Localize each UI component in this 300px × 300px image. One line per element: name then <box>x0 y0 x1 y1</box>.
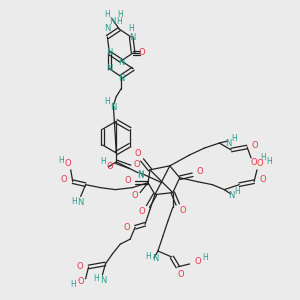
Text: H: H <box>70 280 76 289</box>
Text: H: H <box>100 158 106 166</box>
Text: N: N <box>137 170 143 179</box>
Text: H: H <box>94 274 99 283</box>
Text: O: O <box>260 175 266 184</box>
Text: N: N <box>118 58 124 67</box>
Text: O: O <box>194 257 201 266</box>
Text: N: N <box>109 17 116 26</box>
Text: H: H <box>231 134 237 142</box>
Text: O: O <box>139 48 146 57</box>
Text: H: H <box>128 24 134 33</box>
Text: O: O <box>252 140 258 149</box>
Text: H: H <box>117 10 123 19</box>
Text: O: O <box>64 159 71 168</box>
Text: O: O <box>132 191 139 200</box>
Text: H: H <box>116 17 122 26</box>
Text: H: H <box>71 197 76 206</box>
Text: N: N <box>77 198 84 207</box>
Text: H: H <box>145 251 151 260</box>
Text: O: O <box>257 159 263 168</box>
Text: N: N <box>118 74 124 83</box>
Text: O: O <box>177 270 184 279</box>
Text: O: O <box>134 160 140 169</box>
Text: N: N <box>137 171 143 180</box>
Text: N: N <box>106 48 112 57</box>
Text: O: O <box>61 175 67 184</box>
Text: N: N <box>152 254 158 263</box>
Text: N: N <box>228 191 234 200</box>
Text: N: N <box>106 64 112 73</box>
Text: H: H <box>260 153 266 162</box>
Text: N: N <box>104 24 111 33</box>
Text: O: O <box>139 207 146 216</box>
Text: H: H <box>202 253 208 262</box>
Text: N: N <box>100 276 106 285</box>
Text: N: N <box>225 139 232 148</box>
Text: O: O <box>77 277 84 286</box>
Text: O: O <box>179 206 186 215</box>
Text: O: O <box>135 149 141 158</box>
Text: H: H <box>266 158 272 166</box>
Text: O: O <box>251 158 257 167</box>
Text: N: N <box>129 33 135 42</box>
Text: H: H <box>58 156 64 165</box>
Text: O: O <box>106 162 113 171</box>
Text: H: H <box>234 187 240 196</box>
Text: H: H <box>104 97 110 106</box>
Text: N: N <box>110 103 116 112</box>
Text: O: O <box>124 223 130 232</box>
Text: O: O <box>76 262 83 272</box>
Text: H: H <box>104 10 110 19</box>
Text: O: O <box>125 176 131 185</box>
Text: O: O <box>196 167 203 176</box>
